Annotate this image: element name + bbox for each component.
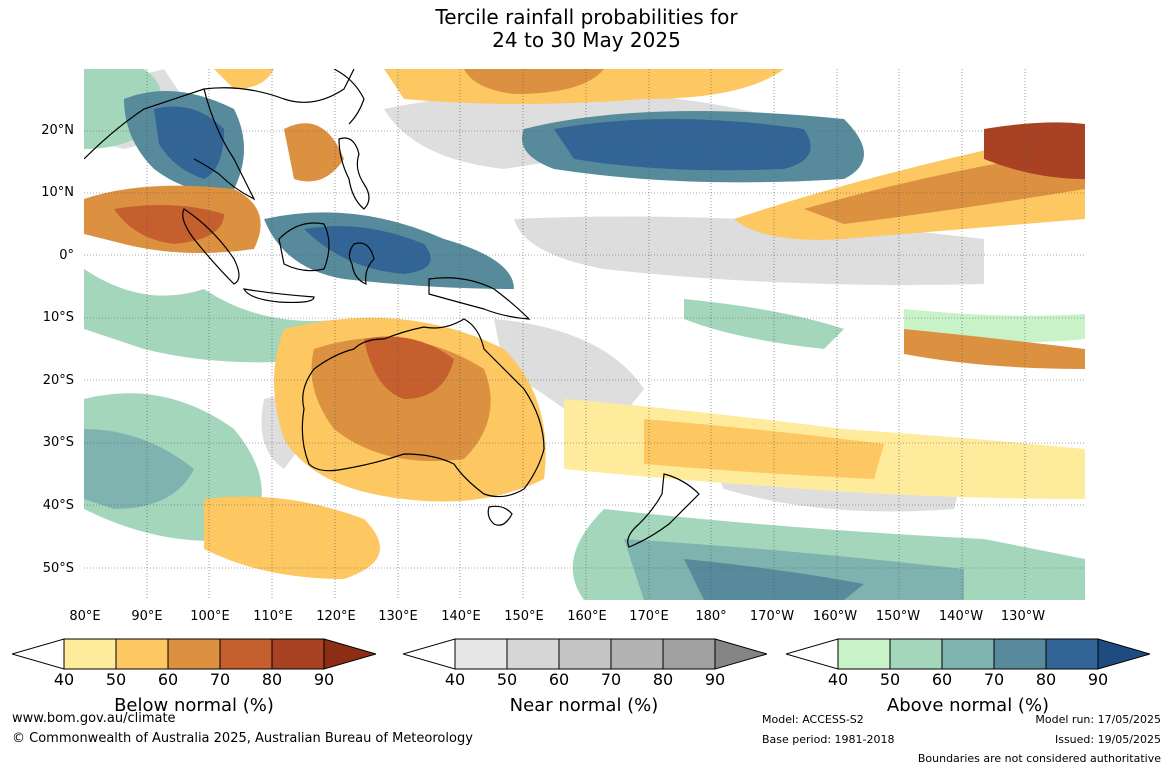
lon-label: 90°E: [131, 609, 163, 624]
near-low-extension: [403, 638, 456, 670]
lon-label: 150°W: [875, 609, 921, 624]
lon-label: 150°E: [504, 609, 544, 624]
coastlines: [84, 69, 700, 548]
lat-label: 0°: [59, 248, 74, 263]
colorbar-tick: 90: [704, 670, 726, 689]
lon-label: 110°E: [253, 609, 293, 624]
strong-above-normal-regions: [124, 91, 864, 289]
new-zealand-coastline: [627, 473, 700, 548]
disclaimer-text: Boundaries are not considered authoritat…: [917, 752, 1161, 765]
colorbar-swatch: [115, 638, 169, 670]
lon-label: 100°E: [190, 609, 230, 624]
above-high-extension: [1097, 638, 1150, 670]
colorbar-tick: 80: [261, 670, 283, 689]
colorbar-swatch: [167, 638, 221, 670]
model-run-text: Model run: 17/05/2025: [1035, 713, 1161, 726]
lon-label: 130°W: [1000, 609, 1046, 624]
colorbar-tick: 50: [105, 670, 127, 689]
lat-label: 20°S: [42, 373, 74, 388]
australia-coastline: [301, 318, 545, 498]
colorbar-tick: 40: [53, 670, 75, 689]
above-normal-swatches: [837, 638, 1099, 670]
near-normal-title: Near normal (%): [509, 695, 659, 716]
colorbar-swatch: [837, 638, 891, 670]
japan-coastline: [333, 69, 365, 125]
below-normal-swatches: [63, 638, 325, 670]
colorbar-tick: 80: [652, 670, 674, 689]
colorbar-swatch: [63, 638, 117, 670]
colorbar-swatch: [941, 638, 995, 670]
lon-label: 170°E: [629, 609, 669, 624]
colorbar-tick: 70: [209, 670, 231, 689]
colorbar-swatch: [506, 638, 560, 670]
above-low-extension: [786, 638, 839, 670]
base-period-text: Base period: 1981-2018: [762, 733, 895, 746]
map-title-line1: Tercile rainfall probabilities for: [435, 5, 738, 29]
lon-label: 140°E: [441, 609, 481, 624]
website-link[interactable]: www.bom.gov.au/climate: [12, 711, 176, 726]
colorbar-swatch: [1045, 638, 1099, 670]
colorbar-tick: 50: [879, 670, 901, 689]
below-high-extension: [323, 638, 376, 670]
colorbar-tick: 50: [496, 670, 518, 689]
near-normal-colorbar: [403, 638, 767, 670]
philippines-coastline: [338, 137, 370, 210]
colorbar-swatch: [610, 638, 664, 670]
colorbar-swatch: [662, 638, 716, 670]
below-normal-regions: [84, 69, 1085, 579]
lon-label: 80°E: [69, 609, 101, 624]
colorbar-swatch: [558, 638, 612, 670]
lon-label: 180°: [695, 609, 727, 624]
colorbar-swatch: [993, 638, 1047, 670]
near-high-extension: [714, 638, 767, 670]
tasmania-coastline: [487, 505, 513, 526]
sulawesi-coastline: [348, 242, 375, 285]
lat-label: 30°S: [42, 435, 74, 450]
above-normal-regions: [84, 69, 1085, 600]
colorbar-tick: 40: [827, 670, 849, 689]
map-title-line2: 24 to 30 May 2025: [492, 28, 681, 52]
lat-label: 50°S: [42, 561, 74, 576]
below-normal-title: Below normal (%): [114, 695, 274, 716]
above-normal-title: Above normal (%): [886, 695, 1050, 716]
issued-text: Issued: 19/05/2025: [1054, 733, 1161, 746]
lon-label: 170°W: [749, 609, 795, 624]
colorbar-swatch: [454, 638, 508, 670]
new-guinea-coastline: [428, 277, 531, 320]
colorbar-tick: 60: [931, 670, 953, 689]
sumatra-coastline: [182, 208, 240, 285]
copyright-text: © Commonwealth of Australia 2025, Austra…: [12, 731, 473, 746]
java-coastline: [242, 288, 315, 304]
colorbar-swatch: [271, 638, 325, 670]
colorbar-tick: 40: [444, 670, 466, 689]
colorbar-tick: 60: [157, 670, 179, 689]
lon-label: 160°W: [812, 609, 858, 624]
colorbar-tick: 70: [600, 670, 622, 689]
rainfall-probability-map: [84, 69, 1085, 600]
borneo-coastline: [278, 222, 330, 272]
colorbar-tick: 80: [1035, 670, 1057, 689]
colorbar-tick: 90: [313, 670, 335, 689]
below-normal-colorbar: [12, 638, 376, 670]
lat-label: 10°N: [41, 185, 74, 200]
below-low-extension: [12, 638, 65, 670]
colorbar-tick: 70: [983, 670, 1005, 689]
above-normal-colorbar: [786, 638, 1150, 670]
lat-label: 40°S: [42, 498, 74, 513]
colorbar-swatch: [889, 638, 943, 670]
lon-label: 120°E: [316, 609, 356, 624]
lon-label: 160°E: [567, 609, 607, 624]
graticule: [84, 69, 1085, 600]
lon-label: 130°E: [378, 609, 418, 624]
model-text: Model: ACCESS-S2: [762, 713, 864, 726]
lat-label: 20°N: [41, 123, 74, 138]
lat-label: 10°S: [42, 310, 74, 325]
colorbar-tick: 90: [1087, 670, 1109, 689]
se-asia-coastline: [84, 69, 355, 201]
colorbar-swatch: [219, 638, 273, 670]
lon-label: 140°W: [938, 609, 984, 624]
near-normal-swatches: [454, 638, 716, 670]
colorbar-tick: 60: [548, 670, 570, 689]
